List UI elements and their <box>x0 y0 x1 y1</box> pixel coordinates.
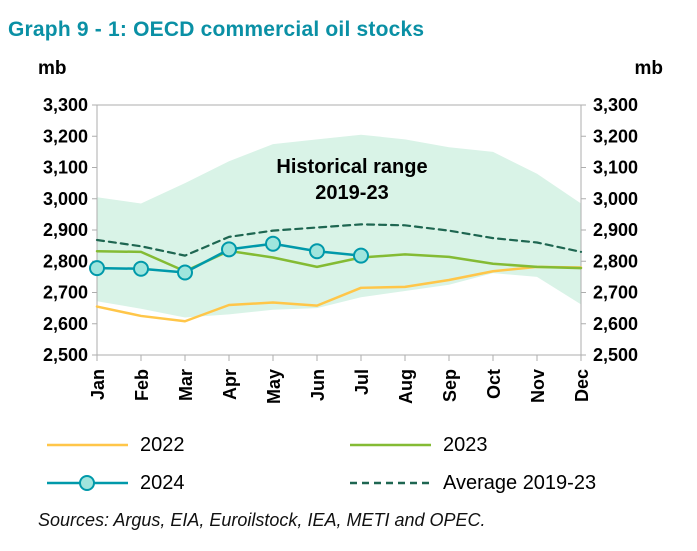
legend-sample-2022 <box>47 443 128 447</box>
y-tick-label-right: 2,700 <box>593 283 638 303</box>
y-tick-label-right: 3,100 <box>593 158 638 178</box>
legend-item-2023: 2023 <box>348 432 488 458</box>
chart-title: Graph 9 - 1: OECD commercial oil stocks <box>8 18 425 41</box>
legend-label-2024: 2024 <box>140 471 185 494</box>
x-tick-label: Dec <box>572 369 592 402</box>
series-2024-marker <box>177 264 193 281</box>
y-tick-label-left: 2,900 <box>43 220 88 240</box>
y-tick-label-left: 3,100 <box>43 158 88 178</box>
x-tick-label: Nov <box>528 369 548 403</box>
legend-label-2023: 2023 <box>443 433 488 456</box>
legend-label-2022: 2022 <box>140 433 185 456</box>
x-tick-label: Oct <box>484 369 504 399</box>
y-tick-label-left: 2,600 <box>43 314 88 334</box>
y-tick-label-right: 3,200 <box>593 126 638 146</box>
y-axis-unit-right: mb <box>634 58 664 79</box>
x-tick-label: Jan <box>88 369 108 400</box>
y-tick-label-right: 2,900 <box>593 220 638 240</box>
sources-note: Sources: Argus, EIA, Euroilstock, IEA, M… <box>38 510 486 530</box>
y-tick-label-right: 3,300 <box>593 95 638 115</box>
x-tick-label: Feb <box>132 369 152 401</box>
series-2024-marker <box>89 260 105 277</box>
series-2024-marker <box>221 241 237 258</box>
y-tick-label-left: 2,500 <box>43 345 88 365</box>
x-tick-label: Mar <box>176 369 196 401</box>
legend-sample-2023 <box>350 443 431 447</box>
series-2023-line <box>95 249 583 273</box>
series-2024-marker <box>309 243 325 260</box>
x-tick-label: Sep <box>440 369 460 402</box>
x-tick-label: Apr <box>220 369 240 400</box>
series-2022-line <box>95 265 583 323</box>
series-2024-marker <box>353 247 369 264</box>
annotation-line: 2019-23 <box>315 182 388 204</box>
legend-item-average-2019-23: Average 2019-23 <box>348 470 596 496</box>
legend-sample-2024 <box>47 475 128 491</box>
legend-label-average-2019-23: Average 2019-23 <box>443 471 597 494</box>
legend-item-2024: 2024 <box>45 470 185 496</box>
x-tick-label: May <box>264 369 284 404</box>
x-tick-label: Aug <box>396 369 416 404</box>
series-2024-marker <box>133 260 149 277</box>
annotation-line: Historical range <box>276 156 427 178</box>
x-tick-label: Jun <box>308 369 328 401</box>
y-axis-unit-left: mb <box>38 58 67 79</box>
x-tick-label: Jul <box>352 369 372 395</box>
legend-sample-average-2019-23 <box>350 481 431 485</box>
y-tick-label-left: 3,200 <box>43 126 88 146</box>
y-tick-label-right: 2,800 <box>593 251 638 271</box>
series-2024-marker <box>265 235 281 252</box>
y-tick-label-right: 2,600 <box>593 314 638 334</box>
legend-item-2022: 2022 <box>45 432 185 458</box>
y-tick-label-left: 2,800 <box>43 251 88 271</box>
y-tick-label-right: 2,500 <box>593 345 638 365</box>
series-average-2019-23-line <box>95 223 583 257</box>
y-tick-label-left: 2,700 <box>43 283 88 303</box>
y-tick-label-left: 3,000 <box>43 189 88 209</box>
y-tick-label-right: 3,000 <box>593 189 638 209</box>
y-tick-label-left: 3,300 <box>43 95 88 115</box>
chart-legend: 2022 2023 2024 Average 2019-23 <box>0 426 697 506</box>
oecd-oil-stocks-chart: 3,300 3,300 3,200 3,200 3,100 3,100 3,000 3,000… <box>43 95 638 404</box>
